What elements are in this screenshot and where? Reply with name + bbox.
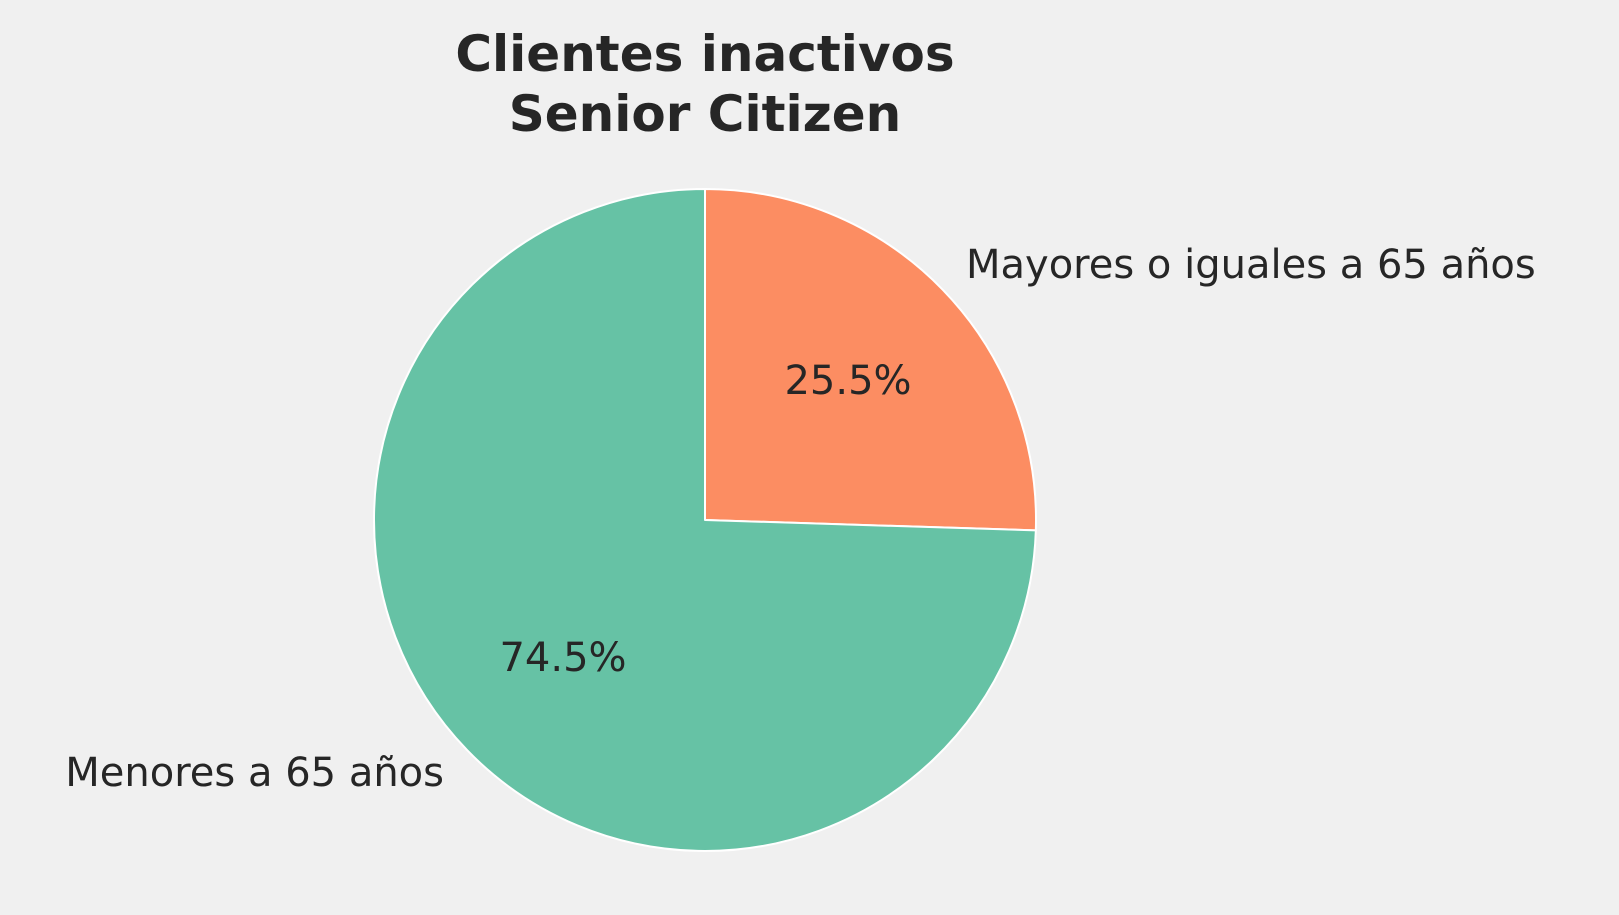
slice-menores	[373, 188, 1037, 852]
chart-title-line-1: Clientes inactivos	[455, 25, 954, 83]
pct-label-mayores: 25.5%	[784, 358, 911, 404]
slice-mayores	[704, 188, 1037, 532]
slice-label-menores: Menores a 65 años	[65, 750, 444, 796]
slice-label-mayores: Mayores o iguales a 65 años	[966, 242, 1536, 288]
pct-label-menores: 74.5%	[499, 635, 626, 681]
chart-title-line-2: Senior Citizen	[509, 85, 902, 143]
pie-slices	[373, 188, 1037, 852]
